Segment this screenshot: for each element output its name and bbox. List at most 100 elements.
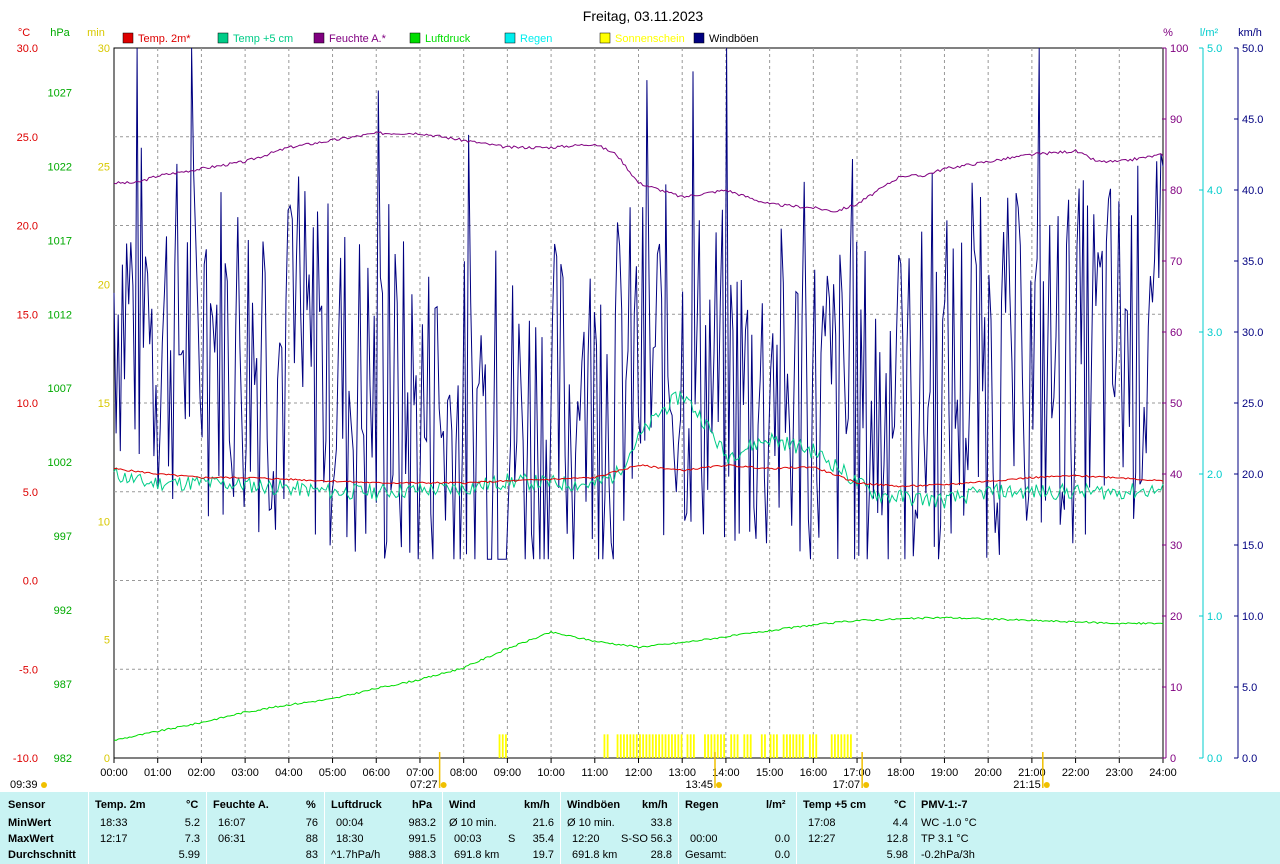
sun-tick-label: 10 xyxy=(98,516,110,528)
temp2m-max-time: 12:17 xyxy=(100,833,128,845)
temp5cm-unit: °C xyxy=(894,799,907,811)
x-tick-label: 05:00 xyxy=(319,767,347,779)
sunshine-bar xyxy=(846,734,849,758)
sunshine-bar xyxy=(501,734,504,758)
wind-axis-unit: km/h xyxy=(1238,27,1262,39)
pressure-header: Luftdruck xyxy=(331,799,382,811)
chart-axes: 00:00 01:00 02:00 03:00 04:00 05:00 06:00 07:00… xyxy=(10,27,1263,791)
sunshine-bar xyxy=(626,734,629,758)
sunshine-bar xyxy=(830,734,833,758)
sunshine-bar xyxy=(664,734,667,758)
humidity-tick-label: 70 xyxy=(1170,256,1182,268)
pressure-tick-label: 1027 xyxy=(48,87,72,99)
sunshine-bar xyxy=(603,734,606,758)
legend-swatch xyxy=(122,32,134,44)
sun-marker-icon xyxy=(440,782,447,788)
pmv-windchill: WC -1.0 °C xyxy=(921,817,977,829)
legend-swatch xyxy=(504,32,516,44)
pressure-avg: 988.3 xyxy=(408,849,436,861)
rain-tick-label: 0.0 xyxy=(1207,753,1222,765)
sunshine-bar xyxy=(710,734,713,758)
sunshine-bar xyxy=(743,734,746,758)
x-tick-label: 23:00 xyxy=(1106,767,1134,779)
sunshine-bar xyxy=(667,734,670,758)
sun-marker-label: 17:07 xyxy=(833,779,861,791)
wind-tick-label: 10.0 xyxy=(1242,611,1263,623)
gust-unit: km/h xyxy=(642,799,668,811)
plot-area: 07:27 13:45 17:07 21:15 xyxy=(113,47,1164,791)
pressure-tick-label: 987 xyxy=(54,679,72,691)
x-tick-label: 10:00 xyxy=(537,767,565,779)
rain-total-label: Gesamt: xyxy=(685,849,727,861)
x-tick-label: 04:00 xyxy=(275,767,303,779)
weather-chart: Freitag, 03.11.2023 Temp. 2m* Temp +5 cm F… xyxy=(10,8,1263,791)
legend-label: Sonnenschein xyxy=(615,33,685,45)
sun-marker-label: 07:27 xyxy=(410,779,438,791)
temp2m-avg: 5.99 xyxy=(178,849,200,861)
x-tick-label: 06:00 xyxy=(362,767,390,779)
sunshine-bar xyxy=(801,734,804,758)
sun-tick-label: 20 xyxy=(98,280,110,292)
x-tick-label: 15:00 xyxy=(756,767,784,779)
row-label-max: MaxWert xyxy=(8,833,54,845)
sunshine-bar xyxy=(736,734,739,758)
legend-swatch xyxy=(599,32,611,44)
wind-tick-label: 35.0 xyxy=(1242,256,1263,268)
humidity-tick-label: 80 xyxy=(1170,185,1182,197)
sunshine-bar xyxy=(632,734,635,758)
temp-tick-label: 5.0 xyxy=(23,487,38,499)
x-tick-label: 02:00 xyxy=(188,767,216,779)
series-temp-5cm xyxy=(113,390,1164,509)
sunshine-bar xyxy=(746,734,749,758)
rain-axis-unit: l/m² xyxy=(1200,27,1219,39)
sunshine-bar xyxy=(651,734,654,758)
humidity-tick-label: 50 xyxy=(1170,398,1182,410)
sunshine-bar xyxy=(677,734,680,758)
rain-tick-label: 4.0 xyxy=(1207,185,1222,197)
pressure-tick-label: 1007 xyxy=(48,383,72,395)
x-tick-label: 01:00 xyxy=(144,767,172,779)
rain-unit: l/m² xyxy=(766,799,786,811)
humidity-tick-label: 20 xyxy=(1170,611,1182,623)
humidity-tick-label: 0 xyxy=(1170,753,1176,765)
sunshine-bar xyxy=(776,734,778,758)
sunshine-bar xyxy=(808,734,811,758)
wind-header: Wind xyxy=(449,799,476,811)
wind-tick-label: 45.0 xyxy=(1242,114,1263,126)
wind-max-dir: S xyxy=(508,833,516,845)
rain-tick-label: 5.0 xyxy=(1207,43,1222,55)
sunshine-bar xyxy=(689,734,692,758)
legend-label: Feuchte A.* xyxy=(329,33,387,45)
temp-tick-label: 30.0 xyxy=(17,43,38,55)
temp2m-header: Temp. 2m xyxy=(95,799,146,811)
pressure-unit: hPa xyxy=(412,799,433,811)
series-pressure xyxy=(113,616,1164,741)
legend-swatch xyxy=(217,32,229,44)
x-tick-label: 03:00 xyxy=(231,767,259,779)
humidity-tick-label: 60 xyxy=(1170,327,1182,339)
sunshine-bar xyxy=(834,734,836,758)
sunshine-bar xyxy=(674,734,677,758)
sunshine-bar xyxy=(629,734,632,758)
x-tick-label: 17:00 xyxy=(843,767,871,779)
humidity-tick-label: 30 xyxy=(1170,540,1182,552)
gust-max-time: 12:20 xyxy=(572,833,600,845)
sunshine-bar xyxy=(850,734,852,758)
sunshine-bar xyxy=(723,734,726,758)
pressure-max-time: 18:30 xyxy=(336,833,364,845)
sunshine-bar xyxy=(686,734,689,758)
x-tick-label: 07:00 xyxy=(406,767,434,779)
corner-sun-icon xyxy=(41,782,47,788)
sunshine-bar xyxy=(795,734,798,758)
sensor-header: Sensor xyxy=(8,799,46,811)
humidity-max: 88 xyxy=(305,833,318,845)
wind-mean: 19.7 xyxy=(532,849,554,861)
temp5cm-min: 4.4 xyxy=(892,817,908,829)
corner-time: 09:39 xyxy=(10,779,38,791)
sunshine-bar xyxy=(749,734,752,758)
pmv-dewpoint: TP 3.1 °C xyxy=(921,833,969,845)
sunshine-bar xyxy=(680,734,683,758)
temp2m-min: 5.2 xyxy=(184,817,200,829)
temp-tick-label: 20.0 xyxy=(17,221,38,233)
temp2m-unit: °C xyxy=(186,799,199,811)
